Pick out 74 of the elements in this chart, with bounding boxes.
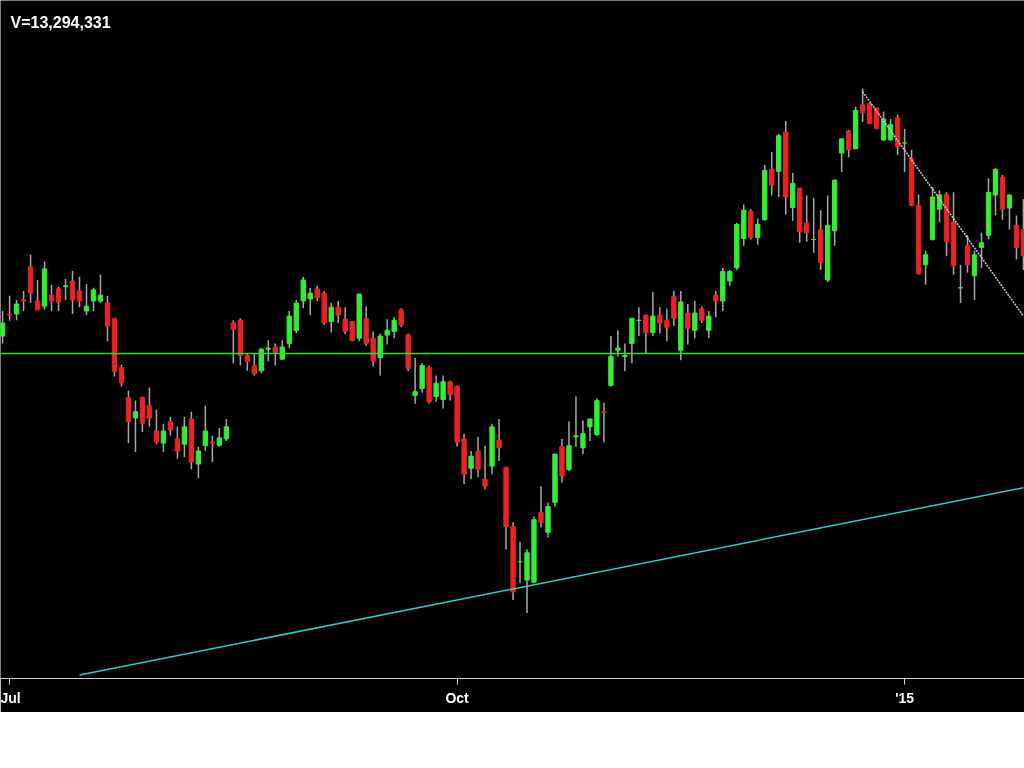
candlestick [20,290,27,312]
candlestick [845,129,852,158]
candlestick [146,386,153,428]
candlestick [230,319,237,365]
candlestick [181,416,188,459]
candlestick [6,294,13,322]
candlestick [1006,193,1013,231]
candlestick [251,352,257,377]
candlestick [167,416,174,437]
candlestick [62,278,69,301]
candlestick [1013,214,1020,261]
candlestick [859,87,866,123]
candlestick [496,418,502,462]
candlestick [601,401,607,443]
candlestick [901,128,908,173]
candlestick [223,418,230,442]
candlestick [104,294,111,343]
candlestick [0,310,6,345]
candlestick [216,427,223,448]
candlestick [76,276,83,308]
candlestick [936,189,943,223]
candlestick [468,450,474,481]
candlestick [482,444,488,491]
text: V=13,294,331 [10,13,111,31]
candlestick [398,307,404,328]
candlestick [13,299,20,322]
x-tick-label: '15 [895,689,915,706]
candlestick [692,300,698,339]
candlestick [971,249,978,301]
candlestick [706,310,712,339]
candlestick [475,436,481,478]
candlestick [566,420,572,472]
candlestick [328,302,334,334]
candlestick [90,287,97,312]
candlestick [34,279,41,311]
candlestick [335,300,341,324]
candlestick [132,399,139,453]
candlestick [838,138,845,173]
candlestick [258,347,264,375]
candlestick [713,290,719,318]
candlestick [643,314,649,355]
candlestick [83,283,90,316]
candlestick [174,426,181,460]
candlestick [195,446,202,480]
candlestick [685,303,691,346]
candlestick [153,408,160,445]
candlestick [671,290,677,327]
candlestick [412,357,418,405]
candlestick [118,363,125,388]
candlestick [55,286,62,312]
candlestick [964,234,971,274]
candlestick [160,422,167,453]
candlestick [978,231,985,269]
candlestick [209,435,216,463]
candlestick [769,151,775,197]
candlestick [922,249,929,286]
candlestick [622,342,628,372]
candlestick [873,107,880,130]
candlestick [615,329,621,358]
candlestick [48,283,55,312]
candlestick [97,273,104,304]
candlestick [377,332,383,377]
candlestick [419,362,425,394]
candlestick [880,110,887,142]
candlestick [887,118,894,142]
candlestick [272,342,278,367]
candlestick [69,270,76,315]
candlestick [650,291,656,337]
candlestick [265,339,271,363]
candlestick [755,217,761,246]
x-tick-label: Jul [0,689,21,706]
x-tick-label: Oct [445,689,470,706]
candlestick [202,405,209,452]
candlestick [538,485,544,529]
